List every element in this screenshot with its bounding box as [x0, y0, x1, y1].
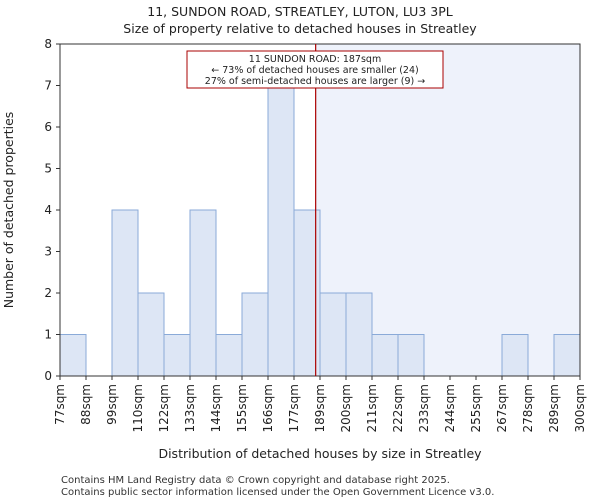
y-tick-label-4: 4: [44, 203, 52, 217]
bar-99sqm: [111, 209, 139, 377]
x-axis-ticks: 77sqm 88sqm 99sqm 110sqm 122sqm 133sqm 144sqm 1…: [53, 376, 587, 432]
x-tick-label-300sqm: 300sqm: [573, 384, 587, 432]
x-axis-label: Distribution of detached houses by size …: [158, 446, 482, 461]
y-tick-label-6: 6: [44, 120, 52, 134]
bar-166sqm: [267, 85, 295, 377]
x-tick-label-122sqm: 122sqm: [157, 384, 171, 432]
x-tick-label-289sqm: 289sqm: [547, 384, 561, 432]
x-tick-label-144sqm: 144sqm: [209, 384, 223, 432]
y-axis-ticks: 0 1 2 3 4 5 6 7 8: [44, 37, 60, 383]
y-tick-label-2: 2: [44, 286, 52, 300]
bar-289sqm: [553, 334, 581, 377]
y-tick-label-0: 0: [44, 369, 52, 383]
bar-133sqm: [189, 209, 217, 377]
bar-222sqm: [397, 334, 425, 377]
x-tick-label-189sqm: 189sqm: [313, 384, 327, 432]
x-tick-label-155sqm: 155sqm: [235, 384, 249, 432]
x-tick-label-211sqm: 211sqm: [365, 384, 379, 432]
y-tick-label-7: 7: [44, 79, 52, 93]
bar-200sqm: [345, 292, 373, 377]
x-tick-label-267sqm: 267sqm: [495, 384, 509, 432]
chart-title: 11, SUNDON ROAD, STREATLEY, LUTON, LU3 3…: [147, 4, 452, 19]
x-tick-label-110sqm: 110sqm: [131, 384, 145, 432]
x-tick-label-177sqm: 177sqm: [287, 384, 301, 432]
bar-211sqm: [371, 334, 399, 377]
x-tick-label-222sqm: 222sqm: [391, 384, 405, 432]
bar-110sqm: [137, 292, 165, 377]
bar-267sqm: [501, 334, 529, 377]
annotation-line-2: ← 73% of detached houses are smaller (24…: [211, 65, 418, 76]
annotation-frame: [186, 50, 444, 89]
x-tick-label-99sqm: 99sqm: [105, 384, 119, 425]
y-tick-label-3: 3: [44, 245, 52, 259]
x-tick-label-278sqm: 278sqm: [521, 384, 535, 432]
chart-subtitle: Size of property relative to detached ho…: [123, 21, 477, 36]
x-tick-label-166sqm: 166sqm: [261, 384, 275, 432]
y-axis-label: Number of detached properties: [1, 112, 16, 309]
x-tick-label-233sqm: 233sqm: [417, 384, 431, 432]
bar-189sqm: [319, 292, 347, 377]
annotation-line-1: 11 SUNDON ROAD: 187sqm: [249, 54, 381, 65]
y-tick-label-1: 1: [44, 328, 52, 342]
x-tick-label-133sqm: 133sqm: [183, 384, 197, 432]
x-tick-label-200sqm: 200sqm: [339, 384, 353, 432]
footer-line-1: Contains HM Land Registry data © Crown c…: [61, 475, 450, 486]
annotation-box: 11 SUNDON ROAD: 187sqm ← 73% of detached…: [186, 50, 444, 89]
x-tick-label-255sqm: 255sqm: [469, 384, 483, 432]
y-tick-label-5: 5: [44, 162, 52, 176]
bar-122sqm: [163, 334, 191, 377]
bars-group: [59, 85, 581, 377]
x-tick-label-88sqm: 88sqm: [79, 384, 93, 425]
y-tick-label-8: 8: [44, 37, 52, 51]
footer-line-2: Contains public sector information licen…: [61, 487, 494, 498]
x-tick-label-77sqm: 77sqm: [53, 384, 67, 425]
bar-144sqm: [215, 334, 243, 377]
bar-155sqm: [241, 292, 269, 377]
bar-77sqm: [59, 334, 87, 377]
x-tick-label-244sqm: 244sqm: [443, 384, 457, 432]
annotation-line-3: 27% of semi-detached houses are larger (…: [205, 76, 425, 87]
